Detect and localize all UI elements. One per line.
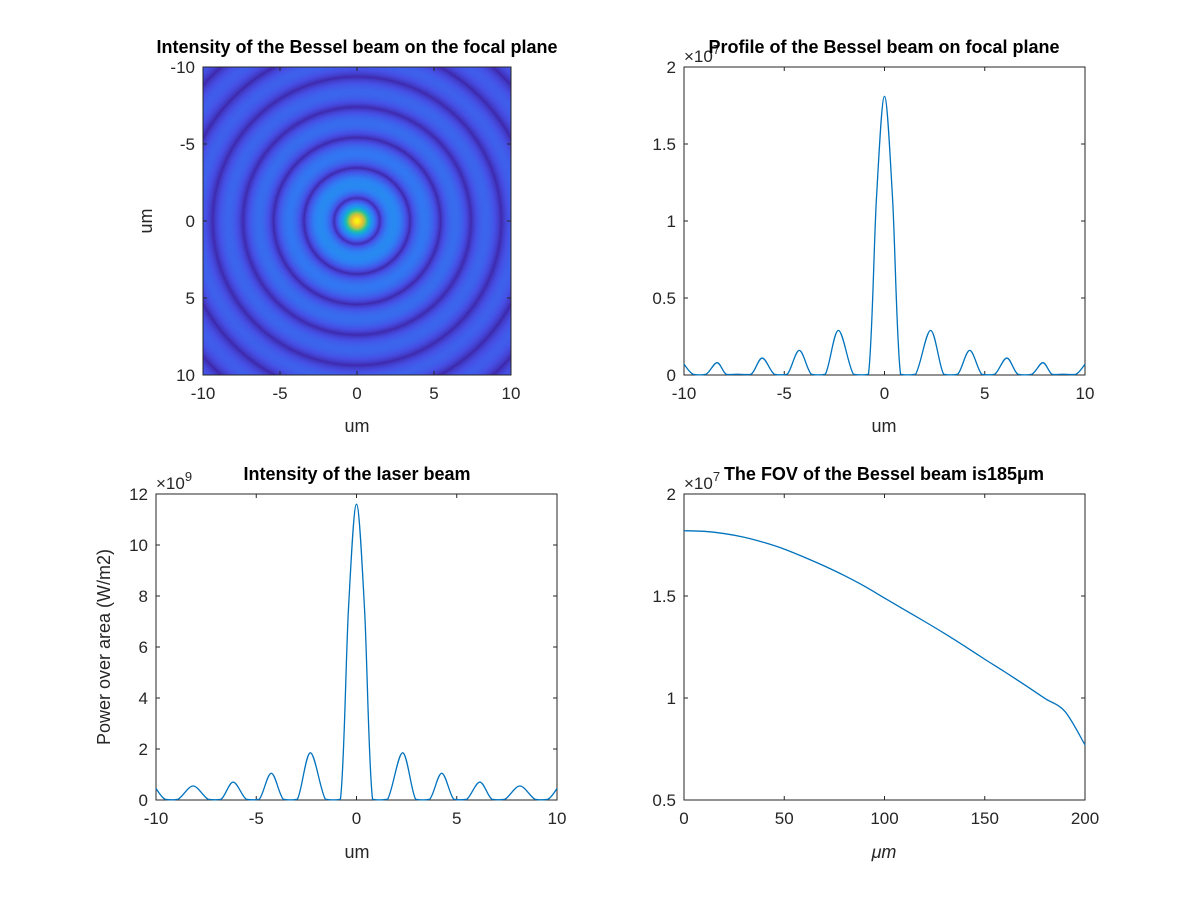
fov-y-exponent-power: 7 [713,469,720,484]
bessel-profile-panel: -10 -5 0 5 10 0 0.5 1 1.5 2 ×107 Profile of the B… [652,37,1094,436]
y-tick-label: 1 [667,689,676,708]
fov-panel: 0 50 100 150 200 0.5 1 1.5 2 ×107 The FOV of the… [652,464,1099,862]
x-tick-label: 0 [880,384,889,403]
y-tick-label: 10 [176,366,195,385]
laser-y-exponent-power: 9 [185,469,192,484]
y-tick-label: 1 [667,212,676,231]
profile-y-exponent-power: 7 [713,42,720,57]
laser-y-axis-label: Power over area (W/m2) [94,549,114,745]
laser-intensity-panel: -10 -5 0 5 10 0 2 4 6 8 10 12 ×109 Intensity of the… [94,464,566,862]
x-tick-label: 50 [775,809,794,828]
fov-ticks: 0 50 100 150 200 0.5 1 1.5 2 [652,485,1099,828]
y-tick-label: 0 [667,366,676,385]
heatmap-x-axis-label: um [344,416,369,436]
y-tick-label: 0.5 [652,791,676,810]
heatmap-y-axis-label: um [136,208,156,233]
x-tick-label: 100 [870,809,898,828]
y-tick-label: 0.5 [652,289,676,308]
profile-y-exponent: ×107 [684,42,720,66]
fov-x-axis-label: μm [871,842,897,862]
y-tick-label: 2 [667,58,676,77]
x-tick-label: -5 [272,384,287,403]
profile-x-axis-label: um [871,416,896,436]
x-tick-label: 0 [352,809,361,828]
y-tick-label: 1.5 [652,587,676,606]
y-tick-label: 0 [139,791,148,810]
fov-y-exponent: ×107 [684,469,720,493]
laser-title: Intensity of the laser beam [243,464,470,484]
x-tick-label: 10 [548,809,567,828]
fov-series [683,530,1086,746]
y-tick-label: -5 [180,135,195,154]
x-tick-label: 0 [679,809,688,828]
y-tick-label: 8 [139,587,148,606]
x-tick-label: -5 [777,384,792,403]
y-tick-label: 2 [667,485,676,504]
x-tick-label: -10 [672,384,697,403]
y-tick-label: 6 [139,638,148,657]
heatmap-title: Intensity of the Bessel beam on the foca… [156,37,557,57]
y-tick-label: 10 [129,536,148,555]
y-tick-label: 1.5 [652,135,676,154]
heatmap-ring-layers [203,67,511,375]
x-tick-label: 5 [980,384,989,403]
x-tick-label: 10 [502,384,521,403]
x-tick-label: -5 [249,809,264,828]
y-tick-label: 12 [129,485,148,504]
profile-series [683,95,1086,376]
laser-x-axis-label: um [344,842,369,862]
data-series-line [683,530,1086,746]
y-tick-label: -10 [170,58,195,77]
data-series-line [683,95,1086,376]
x-tick-label: 5 [429,384,438,403]
heatmap-rings [203,67,511,375]
laser-series [155,503,558,801]
laser-y-exponent-base: ×10 [156,474,185,493]
profile-title: Profile of the Bessel beam on focal plan… [708,37,1059,57]
x-tick-label: 10 [1076,384,1095,403]
profile-ticks: -10 -5 0 5 10 0 0.5 1 1.5 2 [652,58,1094,403]
y-tick-label: 2 [139,740,148,759]
fov-title: The FOV of the Bessel beam is185μm [724,464,1044,484]
laser-y-exponent: ×109 [156,469,192,493]
x-tick-label: -10 [144,809,169,828]
x-tick-label: 150 [971,809,999,828]
y-tick-label: 4 [139,689,148,708]
fov-y-exponent-base: ×10 [684,474,713,493]
x-tick-label: 0 [352,384,361,403]
x-tick-label: 5 [452,809,461,828]
profile-y-exponent-base: ×10 [684,47,713,66]
data-series-line [155,503,558,801]
x-tick-label: 200 [1071,809,1099,828]
y-tick-label: 0 [186,212,195,231]
y-tick-label: 5 [186,289,195,308]
heatmap-ring [356,220,358,222]
x-tick-label: -10 [191,384,216,403]
